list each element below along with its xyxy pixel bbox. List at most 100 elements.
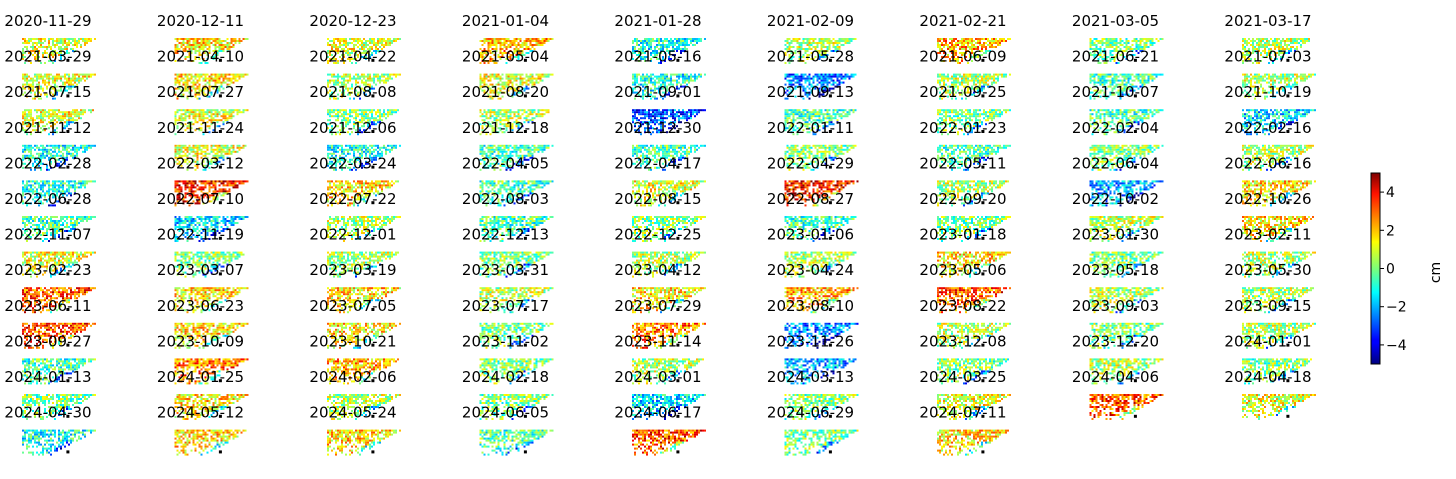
map-cell <box>505 52 508 54</box>
map-cell <box>493 75 496 78</box>
map-cell <box>806 111 809 114</box>
map-cell <box>1262 40 1264 42</box>
map-cell <box>672 44 674 46</box>
map-cell <box>646 79 648 82</box>
map-cell <box>493 40 496 42</box>
map-cell <box>979 38 981 40</box>
map-cell <box>76 42 78 44</box>
map-cell <box>991 38 993 40</box>
map-cell <box>1105 42 1108 44</box>
map-cell <box>92 73 94 76</box>
map-cell <box>971 79 973 82</box>
map-cell <box>70 38 72 40</box>
map-cell <box>489 109 492 112</box>
map-cell <box>178 109 181 112</box>
map-cell <box>1280 75 1282 78</box>
map-cell <box>244 38 247 40</box>
map-cell <box>345 42 347 44</box>
map-cell <box>676 38 678 40</box>
map-cell <box>812 40 815 42</box>
map-cell <box>1314 73 1316 76</box>
map-cell <box>214 52 217 54</box>
map-cell <box>188 42 191 44</box>
map-cell <box>846 38 849 40</box>
map-cell <box>192 109 195 112</box>
map-panel: 2020-12-11 <box>157 12 249 64</box>
map-cell <box>1005 75 1007 78</box>
map-cell <box>543 75 546 78</box>
map-cell <box>1089 44 1092 46</box>
map-cell <box>501 54 504 56</box>
map-cell <box>808 46 811 48</box>
map-cell <box>1268 75 1270 78</box>
map-cell <box>686 73 688 76</box>
map-cell <box>188 40 191 42</box>
map-cell <box>182 48 185 50</box>
map-cell <box>979 50 981 52</box>
map-cell <box>493 73 496 76</box>
map-cell <box>246 38 249 40</box>
map-cell <box>844 42 847 44</box>
map-cell <box>365 52 367 54</box>
map-cell <box>204 73 207 76</box>
map-cell <box>640 50 642 52</box>
map-cell <box>666 48 668 50</box>
map-cell <box>525 48 528 50</box>
map-cell <box>531 79 534 82</box>
map-cell <box>353 48 355 50</box>
map-cell <box>1280 40 1282 42</box>
map-cell <box>381 113 383 116</box>
map-cell <box>790 50 793 52</box>
map-cell <box>387 42 389 44</box>
map-cell <box>88 40 90 42</box>
map-cell <box>200 113 203 116</box>
map-cell <box>662 56 664 58</box>
map-cell <box>1252 75 1254 78</box>
map-cell <box>1302 40 1304 42</box>
map-cell <box>1300 79 1302 82</box>
map-cell <box>1105 75 1108 78</box>
map-cell <box>1262 38 1264 40</box>
map-cell <box>38 60 40 62</box>
map-cell <box>684 40 686 42</box>
map-cell <box>672 46 674 48</box>
map-cell <box>642 73 644 76</box>
map-cell <box>395 109 397 112</box>
map-cell <box>822 50 825 52</box>
map-cell <box>80 113 82 116</box>
map-cell <box>1304 38 1306 40</box>
map-cell <box>383 111 385 114</box>
map-cell <box>640 52 642 54</box>
map-cell <box>955 38 957 40</box>
map-cell <box>182 113 185 116</box>
map-cell <box>700 40 702 42</box>
map-cell <box>634 50 636 52</box>
map-cell <box>1137 40 1140 42</box>
map-cell <box>977 79 979 82</box>
map-cell <box>198 38 201 40</box>
map-cell <box>58 38 60 40</box>
map-cell <box>822 79 825 82</box>
map-cell <box>646 40 648 42</box>
map-cell <box>90 40 92 42</box>
map-cell <box>804 50 807 52</box>
map-cell <box>357 115 359 118</box>
map-cell <box>682 44 684 46</box>
map-cell <box>973 40 975 42</box>
map-cell <box>34 73 36 76</box>
map-cell <box>943 46 945 48</box>
map-cell <box>519 46 522 48</box>
map-cell <box>493 44 496 46</box>
map-cell <box>341 58 343 60</box>
map-cell <box>1264 44 1266 46</box>
map-cell <box>383 73 385 76</box>
map-cell <box>1286 73 1288 76</box>
map-cell <box>818 77 821 80</box>
map-cell <box>1296 77 1298 80</box>
map-cell <box>640 79 642 82</box>
map-cell <box>672 111 674 114</box>
map-cell <box>339 46 341 48</box>
map-cell <box>369 50 371 52</box>
map-cell <box>36 109 38 112</box>
map-cell <box>493 77 496 80</box>
